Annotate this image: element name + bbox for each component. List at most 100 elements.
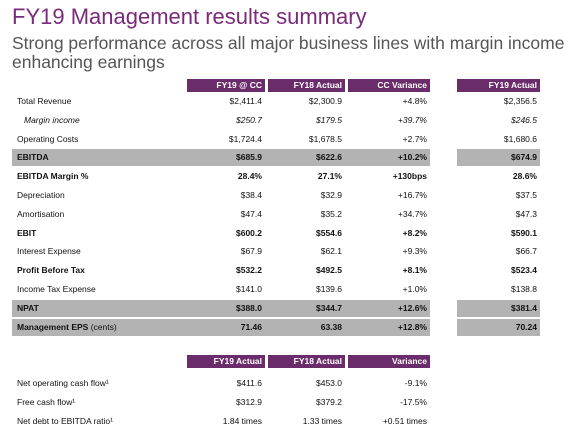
column-header: FY19 Actual [187, 355, 265, 368]
cell-value: $138.8 [511, 284, 537, 294]
row-shade [457, 299, 540, 317]
table-row: Profit Before Tax $532.2 $492.5 +8.1% $523.4 [0, 261, 583, 280]
cell-value: +34.7% [397, 208, 427, 219]
cell-value: +9.3% [402, 246, 427, 257]
column-header: FY19 @ CC [187, 79, 265, 92]
row-label: Free cash flow¹ [17, 397, 76, 407]
table-row: NPAT $388.0 $344.7 +12.6% $381.4 [0, 299, 583, 318]
cell-value: $312.9 [236, 397, 262, 407]
unit: (cents) [88, 321, 117, 332]
cell-value: $590.1 [511, 227, 537, 238]
cell-value: $523.4 [511, 265, 537, 276]
row-label: Net operating cash flow¹ [17, 378, 109, 388]
cell-value: $32.9 [320, 190, 342, 200]
cell-value: 28.6% [512, 171, 537, 182]
cell-value: $1,724.4 [228, 133, 262, 144]
table-row: Income Tax Expense $141.0 $139.6 +1.0% $138.… [0, 280, 583, 299]
table-row: Amortisation $47.4 $35.2 +34.7% $47.3 [0, 205, 583, 224]
cell-value: +16.7% [397, 190, 427, 200]
cell-value: $532.2 [236, 265, 262, 276]
cell-value: 70.24 [515, 321, 537, 332]
row-label: Management EPS (cents) [17, 321, 117, 332]
row-label: Margin income [24, 114, 80, 125]
cell-value: $35.2 [320, 208, 342, 219]
cell-value: $1,680.6 [503, 133, 537, 144]
cell-value: +39.7% [397, 114, 427, 125]
column-header: FY19 Actual [457, 79, 540, 92]
row-label: Depreciation [17, 190, 65, 200]
table-row: Net operating cash flow¹ $411.6 $453.0 -9.1… [0, 374, 583, 393]
cell-value: +2.7% [402, 133, 427, 144]
cell-value: $685.9 [236, 152, 262, 163]
cell-value: $250.7 [236, 114, 262, 125]
row-shade [12, 318, 430, 336]
table-row: Margin income $250.7 $179.5 +39.7% $246.5 [0, 111, 583, 130]
cell-value: $453.0 [316, 378, 342, 388]
cell-value: $381.4 [511, 302, 537, 313]
column-header: CC Variance [348, 79, 430, 92]
table-row: Depreciation $38.4 $32.9 +16.7% $37.5 [0, 186, 583, 205]
cell-value: $47.3 [515, 208, 537, 219]
cell-value: +4.8% [402, 96, 427, 106]
column-header: FY18 Actual [268, 79, 345, 92]
cell-value: $600.2 [236, 227, 262, 238]
cell-value: $141.0 [236, 284, 262, 294]
table-row: Free cash flow¹ $312.9 $379.2 -17.5% [0, 393, 583, 412]
table-row: Interest Expense $67.9 $62.1 +9.3% $66.7 [0, 242, 583, 261]
cell-value: $2,356.5 [503, 96, 537, 106]
row-shade [12, 299, 430, 317]
row-shade [12, 149, 430, 167]
cell-value: +0.51 times [382, 416, 427, 426]
cell-value: +8.1% [402, 265, 427, 276]
table-row: Total Revenue $2,411.4 $2,300.9 +4.8% $2,356… [0, 92, 583, 111]
cell-value: $388.0 [236, 302, 262, 313]
cell-value: $2,300.9 [308, 96, 342, 106]
cell-value: +1.0% [402, 284, 427, 294]
cell-value: $379.2 [316, 397, 342, 407]
row-shade [457, 318, 540, 336]
table-row: Net debt to EBITDA ratio¹ 1.84 times 1.33 … [0, 412, 583, 431]
row-label: Total Revenue [17, 96, 72, 106]
cell-value: 1.33 times [302, 416, 342, 426]
cell-value: $66.7 [515, 246, 537, 257]
row-label: Amortisation [17, 208, 65, 219]
table-row: EBITDA Margin % 28.4% 27.1% +130bps 28.6% [0, 167, 583, 186]
cell-value: +12.6% [397, 302, 427, 313]
cell-value: 1.84 times [222, 416, 262, 426]
cell-value: 28.4% [237, 171, 262, 182]
cell-value: $2,411.4 [229, 96, 262, 106]
cell-value: $38.4 [240, 190, 262, 200]
cell-value: $554.6 [316, 227, 342, 238]
cell-value: +10.2% [397, 152, 427, 163]
cell-value: +130bps [392, 171, 427, 182]
cell-value: $139.6 [316, 284, 342, 294]
cell-value: $246.5 [511, 114, 537, 125]
row-label: Net debt to EBITDA ratio¹ [17, 416, 113, 426]
subtitle: Strong performance across all major busi… [12, 33, 565, 72]
table-row: EBITDA $685.9 $622.6 +10.2% $674.9 [0, 148, 583, 167]
row-label: EBIT [17, 227, 37, 238]
cell-value: 71.46 [240, 321, 262, 332]
cell-value: -17.5% [400, 397, 427, 407]
cell-value: 63.38 [320, 321, 342, 332]
column-header: Variance [348, 355, 430, 368]
row-label: Profit Before Tax [17, 265, 85, 276]
row-label: NPAT [17, 302, 39, 313]
title: FY19 Management results summary [12, 4, 367, 29]
cell-value: $179.5 [316, 114, 342, 125]
cell-value: $411.6 [236, 378, 262, 388]
cell-value: $62.1 [320, 246, 342, 257]
cell-value: +8.2% [402, 227, 427, 238]
column-header: FY18 Actual [268, 355, 345, 368]
cell-value: $67.9 [240, 246, 262, 257]
cell-value: $344.7 [316, 302, 342, 313]
cell-value: 27.1% [317, 171, 342, 182]
row-label: EBITDA [17, 152, 49, 163]
table-row: EBIT $600.2 $554.6 +8.2% $590.1 [0, 224, 583, 243]
row-label: Operating Costs [17, 133, 79, 144]
cell-value: $1,678.5 [308, 133, 342, 144]
table-row: Operating Costs $1,724.4 $1,678.5 +2.7% $1,6… [0, 130, 583, 149]
cell-value: $492.5 [316, 265, 342, 276]
row-label: Income Tax Expense [17, 284, 96, 294]
cell-value: $47.4 [240, 208, 262, 219]
